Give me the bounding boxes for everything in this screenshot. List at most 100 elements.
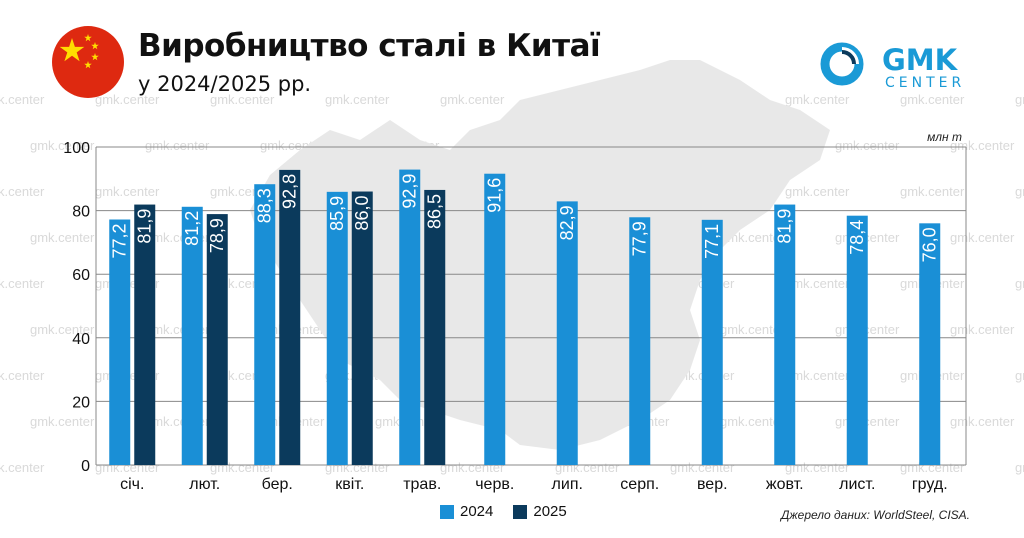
bar-2024-1 xyxy=(109,219,131,465)
watermark-text: gmk.center xyxy=(1015,92,1024,107)
watermark-text: gmk.center xyxy=(900,184,965,199)
logo-text-top: GMK xyxy=(882,43,959,77)
watermark-text: gmk.center xyxy=(30,230,95,245)
data-label-2024-6: 91,6 xyxy=(485,178,505,213)
watermark-text: gmk.center xyxy=(720,322,785,337)
watermark-text: gmk.center xyxy=(1015,368,1024,383)
legend: 2024 2025 xyxy=(440,503,567,520)
bar-2025-1 xyxy=(134,204,156,466)
watermark-text: gmk.center xyxy=(440,92,505,107)
watermark-text: gmk.center xyxy=(0,276,45,291)
unit-label: млн т xyxy=(927,130,962,144)
watermark-text: gmk.center xyxy=(30,138,95,153)
bar-2024-12 xyxy=(919,223,941,465)
y-tick-label: 40 xyxy=(72,331,90,348)
legend-label-2025: 2025 xyxy=(533,503,567,520)
bar-2024-2 xyxy=(181,206,203,465)
data-label-2025-2: 78,9 xyxy=(207,218,227,253)
x-tick-label: лист. xyxy=(839,476,875,493)
x-tick-label: лип. xyxy=(552,476,583,493)
x-tick-label: серп. xyxy=(620,476,659,493)
grid-lines xyxy=(96,146,966,466)
watermark-text: gmk.center xyxy=(0,184,45,199)
x-axis: січ. лют. бер. квіт. трав. черв. лип. серп. вер.… xyxy=(120,476,948,493)
watermark-text: gmk.center xyxy=(835,138,900,153)
watermark-text: gmk.center xyxy=(785,368,850,383)
data-label-2025-5: 86,5 xyxy=(425,194,445,229)
watermark-text: gmk.center xyxy=(785,460,850,475)
chart-subtitle: у 2024/2025 рр. xyxy=(138,72,312,96)
bars-layer: 77,2 81,9 81,2 78,988,3 92,885,9 86,092,986,5… xyxy=(109,169,941,466)
bar-2024-11 xyxy=(846,215,868,465)
watermark-text: gmk.center xyxy=(900,460,965,475)
x-tick-label: січ. xyxy=(120,476,144,493)
x-tick-label: лют. xyxy=(189,476,220,493)
data-label-2024-7: 82,9 xyxy=(557,205,577,240)
x-tick-label: трав. xyxy=(403,476,441,493)
data-label-2024-2: 81,2 xyxy=(182,211,202,246)
watermark-text: gmk.center xyxy=(325,92,390,107)
bar-2024-5 xyxy=(399,169,421,465)
bar-2024-10 xyxy=(774,204,796,466)
data-label-2024-3: 88,3 xyxy=(255,188,275,223)
x-tick-label: груд. xyxy=(912,476,948,493)
chart-title: Виробництво сталі в Китаї xyxy=(138,28,601,64)
watermark-text: gmk.center xyxy=(95,92,160,107)
watermark-text: gmk.center xyxy=(95,184,160,199)
watermark-text: gmk.center xyxy=(1015,460,1024,475)
watermark-text: gmk.center xyxy=(950,138,1015,153)
data-label-2025-1: 81,9 xyxy=(135,209,155,244)
source-note: Джерело даних: WorldSteel, CISA. xyxy=(780,508,970,522)
watermark-text: gmk.center xyxy=(0,460,45,475)
watermark-text: gmk.center xyxy=(210,92,275,107)
y-tick-label: 0 xyxy=(81,458,90,475)
bar-2024-8 xyxy=(629,217,651,465)
data-label-2024-4: 85,9 xyxy=(327,196,347,231)
watermark-text: gmk.center xyxy=(30,322,95,337)
data-label-2025-4: 86,0 xyxy=(352,196,372,231)
gmk-center-logo: GMK CENTER xyxy=(820,42,965,91)
watermark-text: gmk.center xyxy=(720,414,785,429)
watermark-text: gmk.center xyxy=(1015,276,1024,291)
x-tick-label: бер. xyxy=(262,476,293,493)
data-label-2025-3: 92,8 xyxy=(280,174,300,209)
china-map-background xyxy=(250,60,830,450)
bar-2024-3 xyxy=(254,184,276,465)
y-tick-label: 100 xyxy=(63,140,90,157)
data-label-2024-10: 81,9 xyxy=(775,209,795,244)
logo-text-bottom: CENTER xyxy=(885,75,965,91)
watermark-text: gmk.center xyxy=(145,138,210,153)
y-tick-label: 80 xyxy=(72,204,90,221)
watermark-text: gmk.center xyxy=(0,368,45,383)
data-label-2024-12: 76,0 xyxy=(920,227,940,262)
x-tick-label: черв. xyxy=(475,476,514,493)
watermark-text: gmk.center xyxy=(785,184,850,199)
watermark-text: gmk.center xyxy=(785,92,850,107)
legend-item-2025: 2025 xyxy=(513,503,567,520)
watermark-text: gmk.center xyxy=(30,414,95,429)
watermark-text: gmk.center xyxy=(950,322,1015,337)
legend-label-2024: 2024 xyxy=(460,503,494,520)
gmk-logo-mark-icon xyxy=(820,42,864,86)
bar-2024-4 xyxy=(326,191,348,465)
data-label-2024-1: 77,2 xyxy=(110,224,130,259)
data-label-2024-5: 92,9 xyxy=(400,174,420,209)
legend-item-2024: 2024 xyxy=(440,503,493,520)
watermark-text: gmk.center xyxy=(1015,184,1024,199)
x-tick-label: квіт. xyxy=(335,476,364,493)
bar-2025-2 xyxy=(206,214,228,465)
watermark-text: gmk.center xyxy=(0,92,45,107)
x-tick-label: вер. xyxy=(697,476,728,493)
bar-2025-4 xyxy=(351,191,373,465)
bar-2024-6 xyxy=(484,173,506,465)
watermark-text: gmk.center xyxy=(950,414,1015,429)
y-tick-label: 20 xyxy=(72,394,90,411)
data-label-2024-11: 78,4 xyxy=(847,220,867,255)
y-tick-label: 60 xyxy=(72,267,90,284)
y-axis: 0 20 40 60 80 100 xyxy=(63,140,967,475)
china-flag-icon xyxy=(52,26,124,98)
data-label-2024-9: 77,1 xyxy=(702,224,722,259)
bar-2024-9 xyxy=(701,219,723,465)
legend-swatch-2025 xyxy=(513,504,528,519)
